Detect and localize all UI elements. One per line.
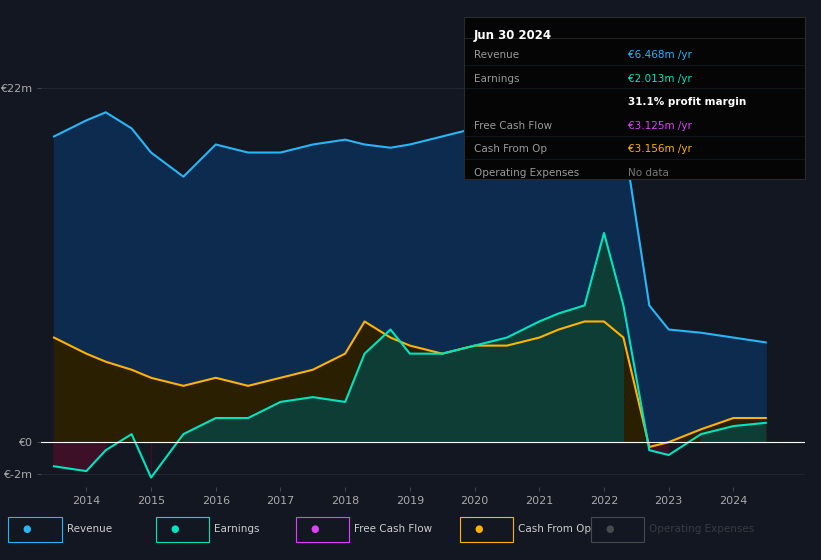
Text: Revenue: Revenue <box>67 524 112 534</box>
Text: Cash From Op: Cash From Op <box>518 524 591 534</box>
Text: Revenue: Revenue <box>474 50 519 60</box>
Text: Operating Expenses: Operating Expenses <box>474 168 579 178</box>
Text: €3.156m /yr: €3.156m /yr <box>628 144 692 155</box>
Text: ●: ● <box>475 524 483 534</box>
Text: Free Cash Flow: Free Cash Flow <box>474 121 552 131</box>
Text: Free Cash Flow: Free Cash Flow <box>354 524 432 534</box>
Text: Jun 30 2024: Jun 30 2024 <box>474 29 552 42</box>
Text: ●: ● <box>606 524 614 534</box>
Text: ●: ● <box>310 524 319 534</box>
Text: Cash From Op: Cash From Op <box>474 144 547 155</box>
Text: €2.013m /yr: €2.013m /yr <box>628 74 692 84</box>
Text: Operating Expenses: Operating Expenses <box>649 524 754 534</box>
Text: ●: ● <box>23 524 31 534</box>
Text: 31.1% profit margin: 31.1% profit margin <box>628 97 746 108</box>
Text: No data: No data <box>628 168 669 178</box>
Text: €3.125m /yr: €3.125m /yr <box>628 121 692 131</box>
Text: Earnings: Earnings <box>474 74 519 84</box>
Text: €6.468m /yr: €6.468m /yr <box>628 50 692 60</box>
Text: Earnings: Earnings <box>214 524 259 534</box>
Text: ●: ● <box>171 524 179 534</box>
